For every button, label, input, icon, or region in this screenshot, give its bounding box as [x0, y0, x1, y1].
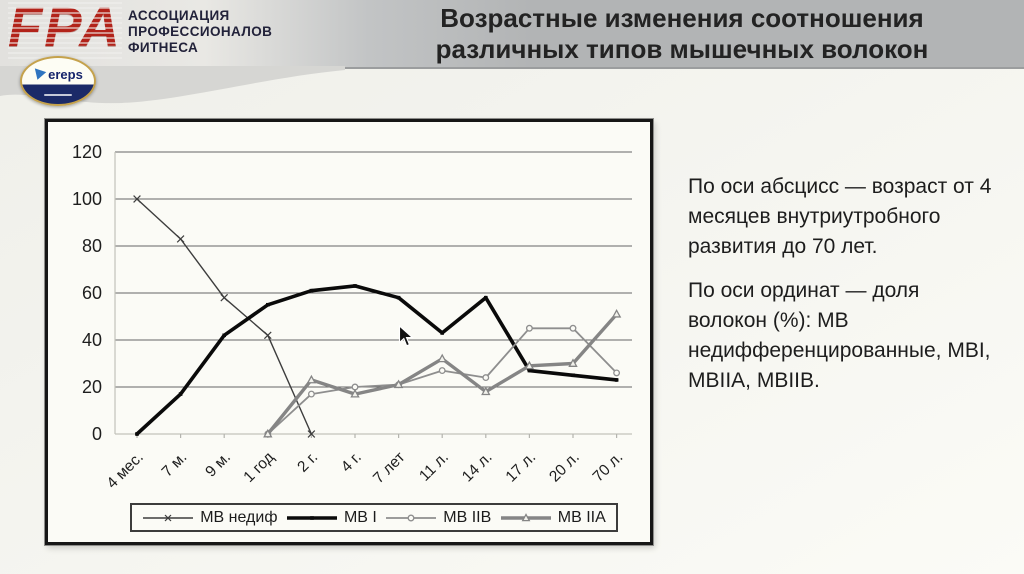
chart-panel: 0 20 40 60 80 100 120 4 мес. 7 м. 9 м. 1 год 2 г. 4 …: [45, 119, 653, 545]
svg-text:1 год: 1 год: [240, 449, 277, 486]
page-title: Возрастные изменения соотношения различн…: [350, 3, 1014, 65]
legend-item: МВ I: [286, 509, 377, 527]
svg-text:7 м.: 7 м.: [159, 449, 191, 481]
legend-line-sample: [143, 514, 194, 521]
org-name-line-2: ПРОФЕССИОНАЛОВ: [128, 24, 273, 39]
ereps-flag-icon: [31, 67, 47, 82]
description-paragraph-2: По оси ординат — доля волокон (%): МВ не…: [688, 279, 991, 392]
legend-line-sample: [500, 512, 551, 521]
svg-text:4 г.: 4 г.: [338, 449, 365, 476]
line-chart: 0 20 40 60 80 100 120 4 мес. 7 м. 9 м. 1 год 2 г. 4 …: [72, 142, 632, 492]
fpa-logo: FPA: [8, 0, 122, 59]
title-line-2: различных типов мышечных волокон: [435, 34, 929, 64]
svg-text:0: 0: [92, 424, 102, 444]
svg-text:20: 20: [82, 377, 102, 397]
svg-text:80: 80: [82, 236, 102, 256]
org-name-line-1: АССОЦИАЦИЯ: [128, 8, 230, 23]
legend-item: МВ недиф: [142, 509, 277, 527]
svg-text:7 лет: 7 лет: [370, 449, 408, 487]
ereps-badge: ereps: [20, 56, 96, 106]
svg-text:9 м.: 9 м.: [202, 449, 234, 481]
svg-text:4 мес.: 4 мес.: [104, 449, 147, 492]
description-text: По оси абсцисс — возраст от 4 месяцев вн…: [688, 172, 1000, 410]
svg-text:120: 120: [72, 142, 102, 162]
legend-item: МВ IIА: [500, 509, 606, 527]
badge-decoration: [44, 94, 72, 96]
svg-text:17 л.: 17 л.: [503, 449, 540, 486]
legend-label: МВ недиф: [200, 508, 278, 526]
chart-legend: МВ недиф МВ I МВ IIВ МВ IIА: [130, 503, 618, 532]
legend-item: МВ IIВ: [385, 509, 491, 527]
org-name: АССОЦИАЦИЯ ПРОФЕССИОНАЛОВ ФИТНЕСА: [128, 8, 272, 56]
svg-text:60: 60: [82, 283, 102, 303]
svg-text:40: 40: [82, 330, 102, 350]
ereps-badge-label: ereps: [48, 67, 83, 82]
svg-text:14 л.: 14 л.: [459, 449, 496, 486]
legend-line-sample: [286, 515, 337, 520]
legend-label: МВ IIВ: [443, 508, 492, 526]
org-name-line-3: ФИТНЕСА: [128, 40, 199, 55]
legend-line-sample: [386, 514, 437, 521]
title-line-1: Возрастные изменения соотношения: [440, 3, 924, 33]
mouse-cursor-icon: [398, 325, 414, 347]
svg-text:11 л.: 11 л.: [416, 449, 452, 485]
svg-text:20 л.: 20 л.: [546, 449, 583, 486]
legend-label: МВ IIА: [557, 508, 606, 526]
svg-text:70 л.: 70 л.: [590, 449, 627, 486]
legend-label: МВ I: [343, 508, 377, 526]
description-paragraph-1: По оси абсцисс — возраст от 4 месяцев вн…: [688, 175, 992, 258]
svg-text:100: 100: [72, 189, 102, 209]
header-band: Возрастные изменения соотношения различн…: [0, 0, 1024, 69]
svg-text:2 г.: 2 г.: [294, 449, 321, 476]
